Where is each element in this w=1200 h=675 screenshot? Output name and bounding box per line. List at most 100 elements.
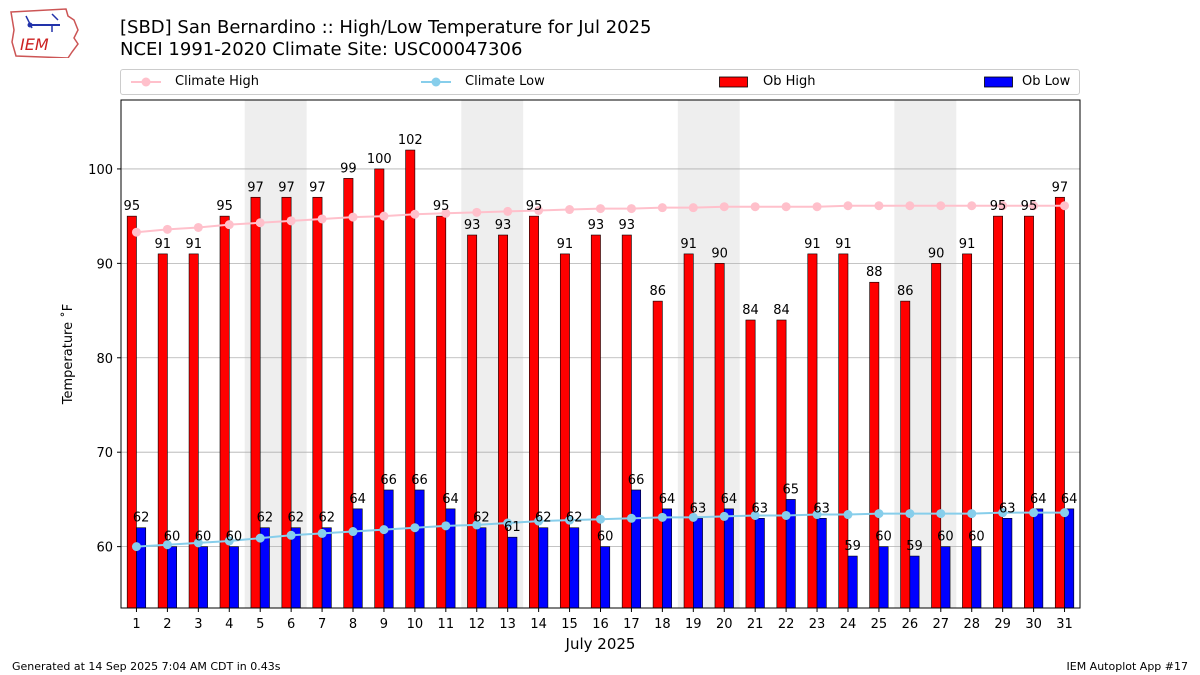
legend-climate-low-label: Climate Low [465,74,545,89]
climate-high-point [379,211,389,221]
x-tick-label: 22 [778,617,795,632]
climate-high-point [781,202,791,212]
climate-high-point [750,202,760,212]
climate-low-point [534,516,544,526]
ob-low-label: 62 [288,511,305,526]
climate-low-point [472,520,482,530]
ob-high-bar [529,215,539,608]
climate-high-point [348,212,358,222]
ob-high-label: 90 [928,246,945,261]
climate-low-point [967,509,977,519]
ob-high-label: 99 [340,161,357,176]
ob-low-label: 60 [875,530,892,545]
ob-low-bar [816,517,827,608]
legend-ob-low-label: Ob Low [1022,74,1071,89]
ob-high-label: 91 [154,237,171,252]
climate-high-point [688,203,698,213]
ob-high-bar [343,178,354,608]
ob-high-bar [869,281,880,608]
chart-subtitle: NCEI 1991-2020 Climate Site: USC00047306 [120,39,523,60]
ob-low-bar [940,546,951,608]
ob-high-label: 93 [588,218,605,233]
ob-high-bar [312,196,323,608]
ob-low-label: 64 [442,492,459,507]
ob-low-bar [600,546,611,608]
ob-low-bar [878,546,889,608]
ob-high-bar [993,215,1003,608]
ob-low-bar [198,546,208,608]
ob-low-label: 64 [721,492,738,507]
ob-low-bar [136,527,147,608]
ob-high-label: 91 [557,237,574,252]
climate-high-point [967,201,977,211]
ob-high-label: 93 [495,218,512,233]
ob-high-label: 95 [990,199,1007,214]
ob-low-label: 63 [999,501,1016,516]
ob-high-bar [374,168,385,608]
climate-low-point [750,510,760,520]
climate-low-point [441,521,451,531]
ob-low-label: 62 [257,511,274,526]
y-tick-label: 60 [96,541,113,556]
x-tick-label: 9 [380,617,388,632]
ob-low-label: 61 [504,520,521,535]
footer-app: IEM Autoplot App #17 [1066,660,1189,673]
x-tick-label: 5 [256,617,264,632]
ob-high-bar [405,149,416,608]
ob-low-bar [476,527,487,608]
ob-low-bar [723,508,734,608]
climate-low-point [998,508,1008,518]
ob-high-bar [745,319,756,608]
ob-low-label: 66 [411,473,428,488]
ob-high-label: 86 [897,284,914,299]
x-tick-label: 25 [871,617,888,632]
y-tick-label: 70 [96,446,113,461]
climate-low-point [286,530,296,540]
footer-generated: Generated at 14 Sep 2025 7:04 AM CDT in … [12,660,281,673]
x-tick-label: 24 [840,617,857,632]
climate-high-point [441,208,451,218]
ob-low-label: 63 [752,501,769,516]
legend: Climate High Climate Low Ob High Ob Low [120,69,1080,95]
ob-high-bar [714,263,725,608]
climate-high-point [255,218,265,228]
climate-low-point [781,510,791,520]
x-tick-label: 18 [654,617,671,632]
y-tick-label: 80 [96,352,113,367]
ob-low-label: 60 [195,530,212,545]
climate-high-point [193,222,203,232]
climate-low-point [255,533,265,543]
ob-high-label: 95 [124,199,141,214]
climate-high-point [998,201,1008,211]
ob-low-label: 60 [937,530,954,545]
legend-climate-low-swatch [421,77,451,87]
logo-text: IEM [20,35,49,54]
ob-low-label: 64 [349,492,366,507]
ob-high-label: 100 [367,152,392,167]
climate-low-point [410,523,420,533]
ob-low-bar [971,546,982,608]
legend-climate-high-label: Climate High [175,74,260,89]
climate-low-point [843,510,853,520]
ob-low-bar [507,536,518,608]
ob-low-label: 59 [844,539,861,554]
ob-high-bar [621,234,632,608]
climate-high-point [410,209,420,219]
x-tick-label: 8 [349,617,357,632]
ob-high-label: 93 [619,218,636,233]
climate-high-point [317,214,327,224]
chart-title: [SBD] San Bernardino :: High/Low Tempera… [120,17,652,38]
ob-high-label: 95 [433,199,450,214]
climate-high-point [719,202,729,212]
ob-low-label: 60 [597,530,614,545]
x-tick-label: 28 [963,617,980,632]
ob-low-bar [228,546,239,608]
climate-high-point [874,201,884,211]
ob-low-bar [538,527,549,608]
ob-high-label: 95 [1021,199,1038,214]
climate-high-point [1060,201,1070,211]
ob-low-label: 62 [133,511,150,526]
ob-high-bar [281,196,292,608]
x-tick-label: 20 [716,617,733,632]
x-tick-label: 27 [933,617,950,632]
